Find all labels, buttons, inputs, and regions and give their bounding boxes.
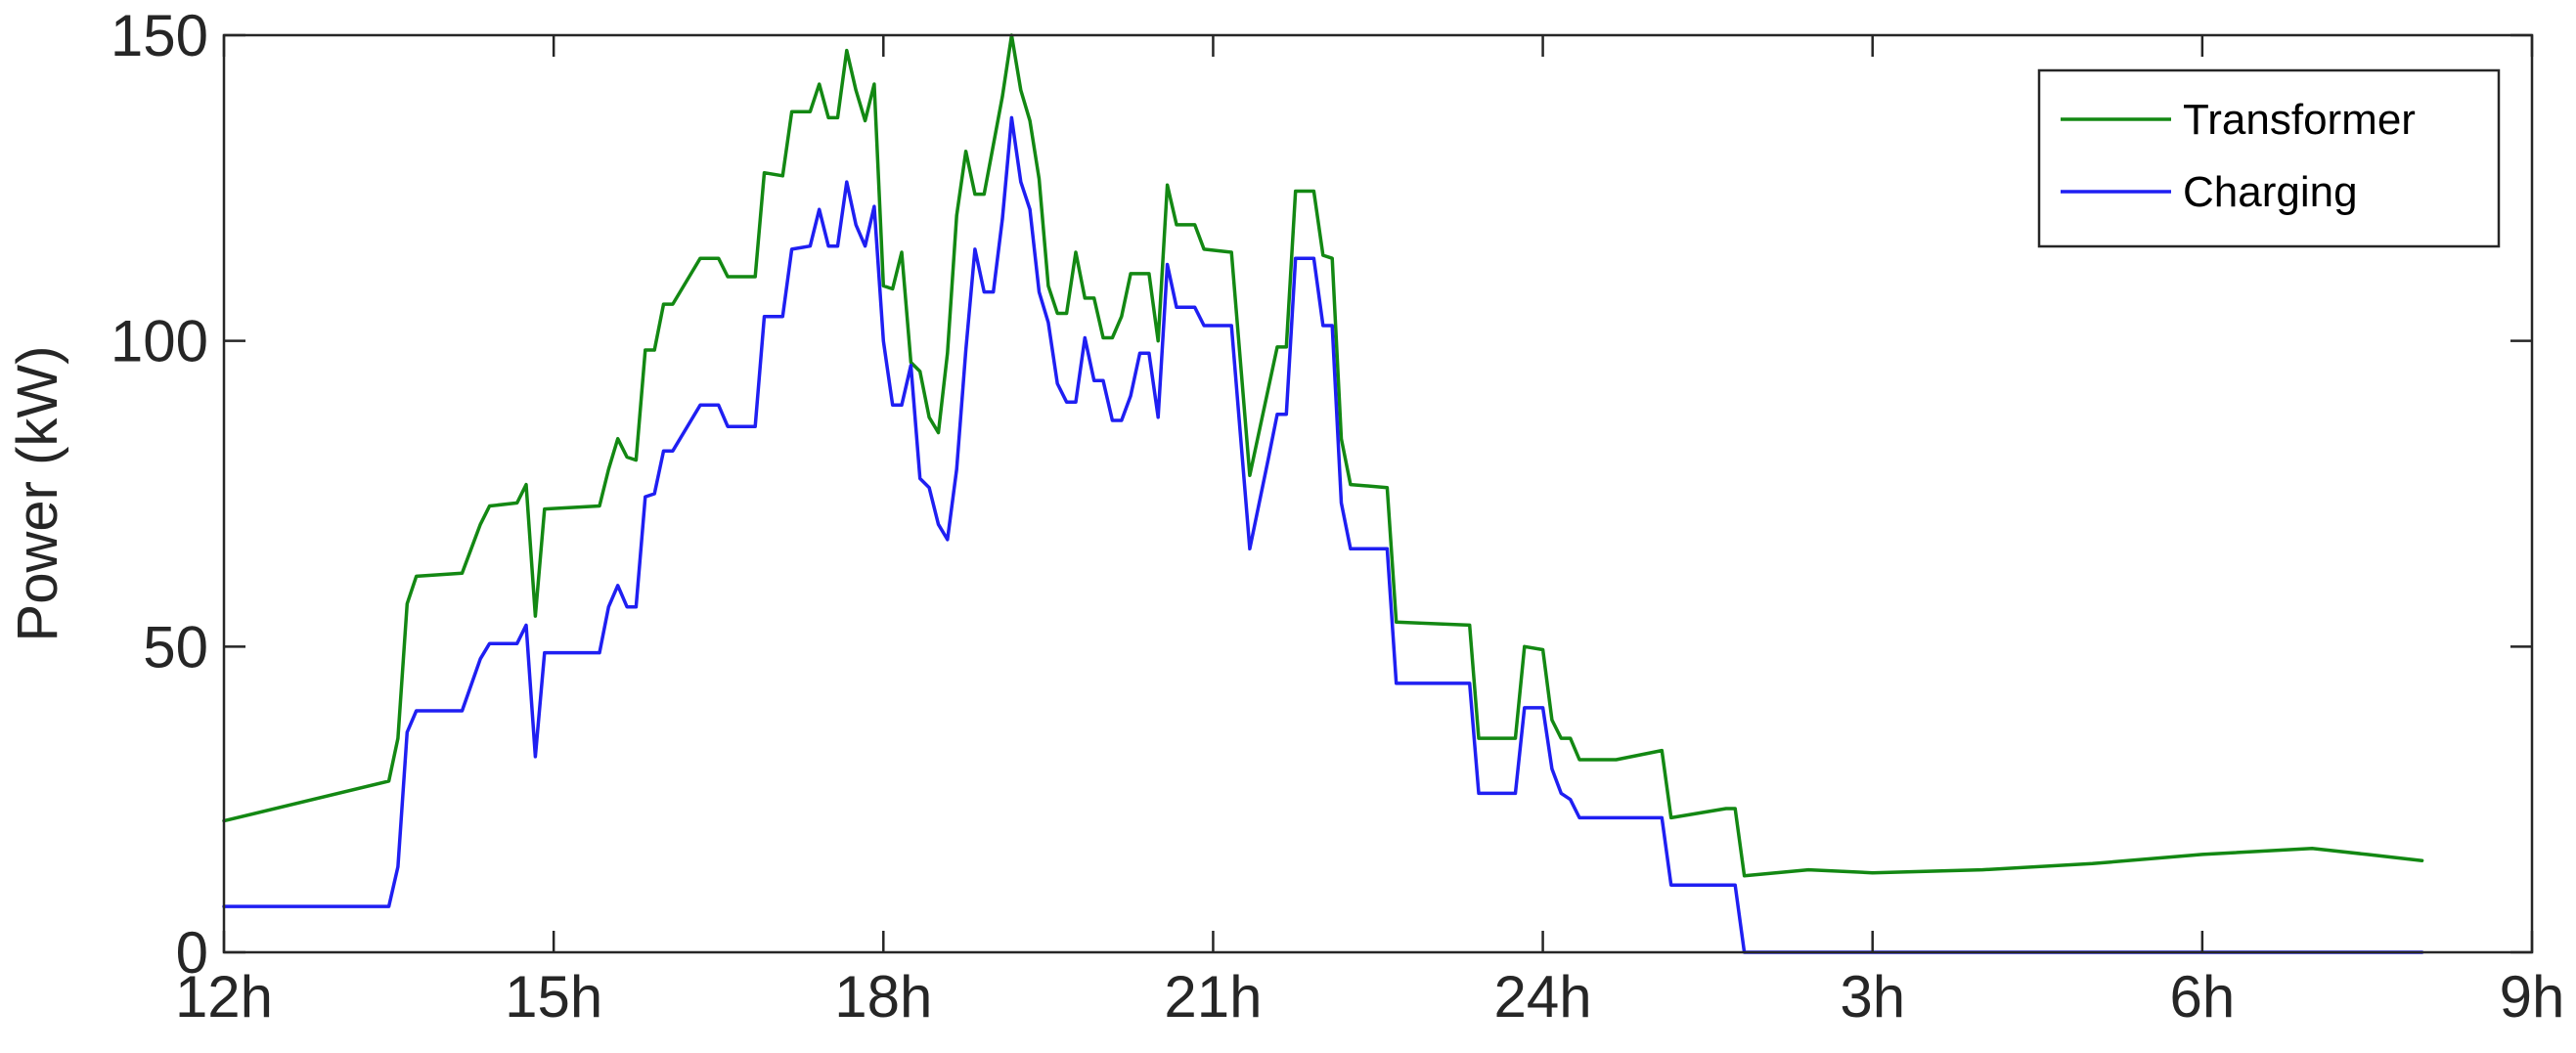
x-tick-label: 18h (834, 964, 932, 1030)
x-tick-label: 21h (1164, 964, 1262, 1030)
x-tick-label: 9h (2500, 964, 2565, 1030)
y-tick-label: 100 (111, 309, 208, 374)
y-axis-label-group: Power (kW) (6, 346, 69, 642)
legend-label-transformer: Transformer (2183, 96, 2416, 144)
x-tick-label: 6h (2169, 964, 2235, 1030)
tick-layer: 12h 15h 18h 21h 24h 3h 6h 9h 0 50 100 150 (111, 3, 2564, 1030)
y-tick-label: 150 (111, 3, 208, 68)
x-tick-label: 3h (1840, 964, 1905, 1030)
plot-frame (222, 33, 2534, 954)
legend-label-charging: Charging (2183, 168, 2358, 216)
legend: Transformer Charging (2037, 68, 2501, 248)
x-tick-label: 15h (505, 964, 602, 1030)
x-tick-label: 24h (1494, 964, 1592, 1030)
x-tick-label: 12h (175, 964, 273, 1030)
series-layer (222, 33, 2424, 954)
y-tick-label: 0 (176, 920, 208, 986)
y-tick-label: 50 (143, 614, 208, 680)
series-line-charging (222, 115, 2424, 954)
legend-box (2037, 68, 2501, 248)
y-axis-label: Power (kW) (6, 346, 69, 642)
series-line-transformer (222, 33, 2424, 878)
